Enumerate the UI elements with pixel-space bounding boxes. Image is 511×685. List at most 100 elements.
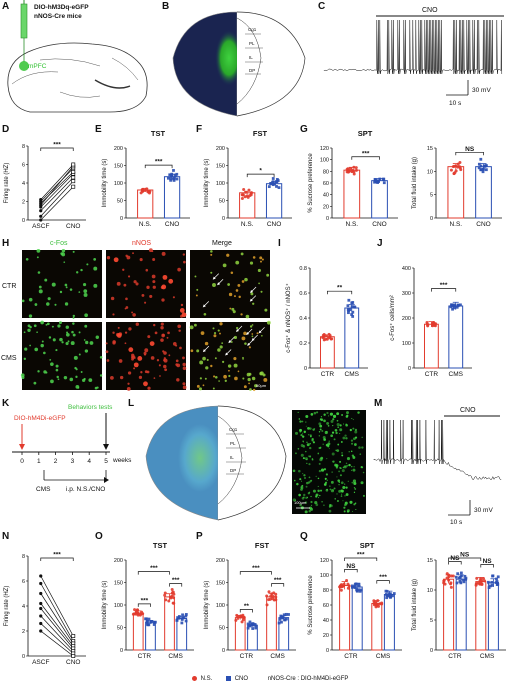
micrograph-tile [22,322,102,390]
timeline-tick-label: 4 [87,458,91,465]
cell [78,353,81,356]
labeled-cell [362,494,365,497]
y-tick-label: 100 [216,181,225,187]
cell [228,374,231,378]
cell [63,375,68,380]
labeled-cell [329,488,332,491]
data-point [479,164,483,168]
cell [212,327,215,330]
cell [40,343,44,348]
paired-line [40,583,74,642]
cell [124,342,127,345]
labeled-cell [354,502,357,505]
data-point [71,179,76,184]
significance-label: NS [460,552,470,559]
cell [84,324,88,328]
scale-time: 10 s [449,100,462,107]
labeled-cell [319,424,323,428]
paired-line [40,173,74,208]
labeled-cell [302,445,306,448]
cell [51,282,56,287]
data-point [234,618,238,622]
x-tick-label: CMS [345,371,360,378]
labeled-cell [336,449,340,452]
legend-cno-marker [226,676,232,681]
data-point [477,162,481,166]
cell [69,377,74,382]
data-point [271,594,275,598]
labeled-cell [299,503,302,507]
data-point [354,168,358,172]
labeled-cell [342,485,346,489]
cell [241,336,246,341]
cell [250,292,254,296]
significance-bracket [239,571,272,575]
data-point [246,622,250,626]
cell [221,342,224,344]
data-point [141,188,145,192]
data-point [449,581,453,585]
cell [254,384,258,388]
cell [119,375,124,380]
cell [33,324,37,328]
panel-label-f: F [196,124,203,135]
labeled-cell [338,470,341,473]
data-point [39,581,43,586]
data-point [71,634,76,638]
cell [246,372,251,377]
cell [222,263,227,268]
cell [249,261,254,265]
neuron [161,284,167,290]
labeled-cell [346,464,349,467]
bar [339,585,351,651]
labeled-cell [309,434,312,437]
significance-bracket [40,147,74,151]
y-tick-label: 40 [323,193,329,199]
cell [48,336,52,339]
significance-bracket [246,173,275,178]
data-point [392,592,396,595]
data-point [145,187,149,191]
significance-bracket [344,569,358,573]
labeled-cell [299,431,301,433]
cell [242,377,245,380]
data-point [341,584,345,588]
y-tick-label: 150 [114,164,123,170]
paired-line [40,180,74,217]
cell [83,339,86,341]
y-tick-label: 6 [22,163,25,169]
panel-c-trace: CNO 30 mV 10 s [323,7,504,107]
cell [93,283,98,288]
cell [88,378,93,383]
cell [106,359,110,362]
data-point [350,585,354,589]
x-tick-label: N.S. [139,221,152,228]
labeled-cell [315,475,317,478]
labeled-cell [341,454,344,457]
cell [118,359,123,363]
cell [38,289,43,294]
labeled-cell [349,428,352,432]
data-point [71,162,76,167]
scale-bar-label: 50μm [256,383,267,388]
cell [203,312,207,316]
cell [141,293,145,297]
cell [244,277,248,282]
labeled-cell [331,471,333,473]
cell [50,362,54,366]
data-point [39,574,43,578]
panel-k-timeline: DIO-hM4Di-eGFP Behaviors tests 0 1 2 3 4 5 we… [12,404,132,493]
cell [233,357,237,361]
labeled-cell [329,412,334,416]
labeled-cell [342,423,345,425]
labeled-cell [331,431,335,434]
data-point [374,178,377,182]
labeled-cell [351,481,354,484]
paired-line [40,166,74,206]
data-point [271,597,275,601]
labeled-cell [335,431,338,435]
labeled-cell [361,436,363,438]
x-tick-label: CMS [270,653,285,660]
cell [251,324,254,326]
cell [131,355,136,359]
